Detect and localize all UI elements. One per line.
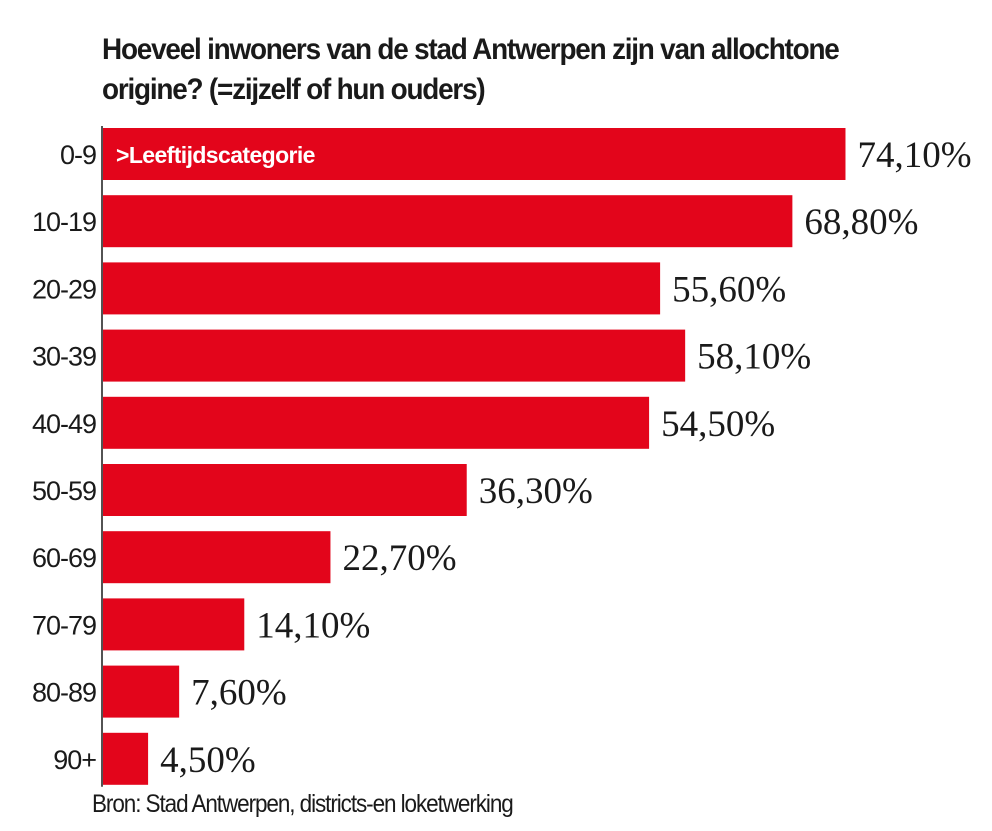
category-tick-label: 40-49 bbox=[32, 409, 96, 439]
bar-60-69 bbox=[103, 531, 331, 584]
value-label: 74,10% bbox=[857, 135, 971, 176]
category-axis: 0-9 10-19 20-29 30-39 40-49 50-59 60-69 70-79 80… bbox=[32, 126, 103, 787]
bar-50-59 bbox=[103, 464, 467, 516]
value-label: 14,10% bbox=[256, 605, 370, 646]
category-header-label: >Leeftijdscategorie bbox=[116, 142, 315, 168]
value-label: 55,60% bbox=[672, 269, 786, 310]
bar-10-19 bbox=[103, 195, 793, 248]
category-tick-label: 60-69 bbox=[32, 543, 96, 573]
category-tick-label: 80-89 bbox=[32, 678, 96, 708]
category-tick-label: 50-59 bbox=[32, 476, 96, 506]
category-tick-label: 70-79 bbox=[32, 610, 96, 640]
value-label: 68,80% bbox=[804, 202, 918, 243]
bar-70-79 bbox=[103, 598, 245, 651]
category-tick-label: 0-9 bbox=[60, 140, 96, 170]
category-tick-label: 30-39 bbox=[32, 342, 96, 372]
source-note: Bron: Stad Antwerpen, districts-en loket… bbox=[92, 790, 514, 818]
chart-title: Hoeveel inwoners van de stad Antwerpen z… bbox=[102, 33, 840, 106]
bar-90plus bbox=[103, 732, 149, 785]
bars bbox=[103, 128, 846, 785]
value-label: 36,30% bbox=[479, 471, 593, 512]
value-label: 7,60% bbox=[191, 673, 287, 714]
bar-80-89 bbox=[103, 665, 180, 718]
category-tick-label: 90+ bbox=[53, 745, 96, 775]
bar-30-39 bbox=[103, 329, 686, 382]
bar-20-29 bbox=[103, 262, 661, 315]
category-tick-label: 20-29 bbox=[32, 274, 96, 304]
bar-40-49 bbox=[103, 396, 650, 449]
value-label: 22,70% bbox=[342, 538, 456, 579]
value-label: 58,10% bbox=[697, 337, 811, 378]
value-label: 54,50% bbox=[661, 404, 775, 445]
value-labels: 74,10% 68,80% 55,60% 58,10% 54,50% 36,30% 22,7… bbox=[160, 135, 971, 781]
value-label: 4,50% bbox=[160, 740, 256, 781]
category-tick-label: 10-19 bbox=[32, 207, 96, 237]
bar-0-9 bbox=[103, 128, 846, 180]
